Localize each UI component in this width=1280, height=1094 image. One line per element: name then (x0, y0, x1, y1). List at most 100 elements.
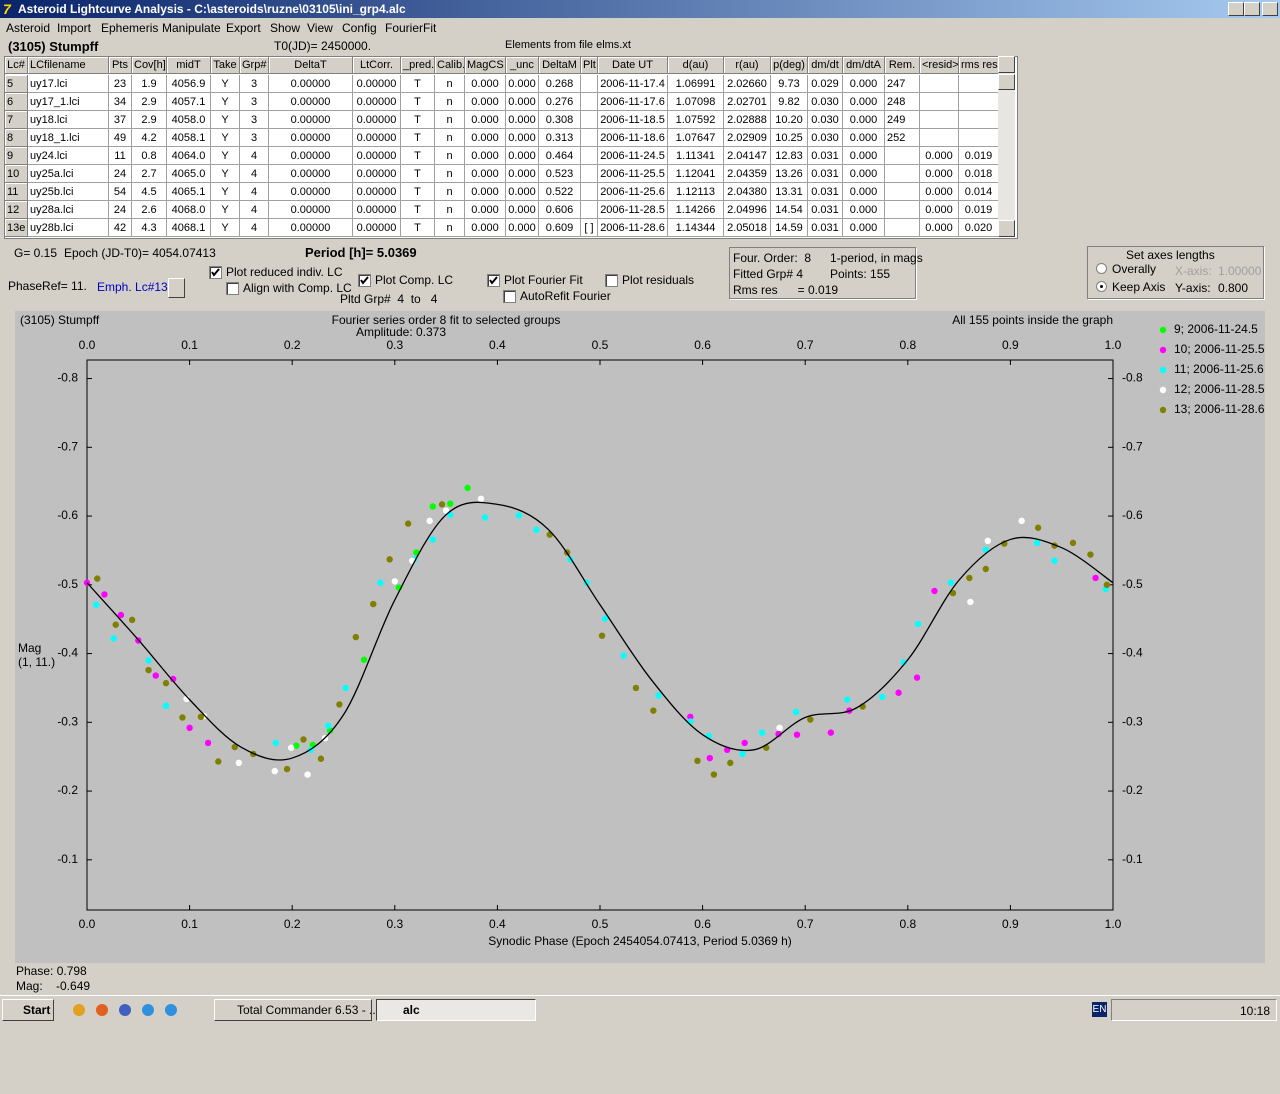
menu-item[interactable]: Config (342, 21, 377, 35)
scroll-thumb[interactable] (998, 74, 1015, 90)
table-cell: T (401, 201, 435, 219)
task-button[interactable]: Total Commander 6.53 - ... (214, 999, 379, 1021)
table-cell: n (435, 111, 465, 129)
column-header[interactable]: dm/dt (808, 57, 843, 74)
lightcurve-table[interactable]: Lc# LCfilename Pts Cov[h] midT Take Grp# DeltaT… (4, 56, 1018, 239)
ql-icon[interactable] (73, 1004, 85, 1016)
menu-item[interactable]: Export (226, 21, 261, 35)
column-header[interactable]: Date UT (598, 57, 668, 74)
radio-button[interactable] (1096, 281, 1107, 292)
column-header[interactable]: d(au) (668, 57, 724, 74)
table-cell: 0.00000 (353, 183, 401, 201)
column-header[interactable]: Cov[h] (132, 57, 167, 74)
emph-lc: Emph. Lc#13: (97, 280, 172, 294)
table-cell: 1.07647 (668, 129, 724, 147)
menu-item[interactable]: FourierFit (385, 21, 437, 35)
column-header[interactable]: midT (167, 57, 211, 74)
data-point (117, 611, 125, 619)
column-header[interactable]: Grp# (240, 57, 269, 74)
table-cell: 0.00000 (353, 75, 401, 93)
checkbox[interactable] (605, 274, 618, 287)
column-header[interactable]: r(au) (724, 57, 771, 74)
menu-item[interactable]: View (307, 21, 333, 35)
column-header[interactable]: _unc (506, 57, 539, 74)
column-header[interactable]: Rem. (885, 57, 920, 74)
table-cell: 4 (240, 183, 269, 201)
menu-item[interactable]: Ephemeris (101, 21, 159, 35)
ql-icon[interactable] (142, 1004, 154, 1016)
menu-item[interactable]: Asteroid (6, 21, 51, 35)
scroll-down[interactable] (998, 220, 1015, 237)
table-cell (920, 93, 959, 111)
checkbox[interactable] (358, 274, 371, 287)
column-header[interactable]: Take (211, 57, 240, 74)
column-header[interactable]: _pred. (401, 57, 435, 74)
minimize-button[interactable] (1228, 2, 1244, 16)
period: Period [h]= 5.0369 (305, 245, 417, 260)
data-point (900, 659, 907, 666)
column-header[interactable]: LtCorr. (353, 57, 401, 74)
column-header[interactable]: <resid> (920, 57, 959, 74)
table-cell (581, 111, 598, 129)
scroll-up[interactable] (998, 56, 1015, 73)
task-button-active[interactable]: alc (376, 999, 536, 1021)
language[interactable]: EN (1092, 1002, 1107, 1017)
row-header[interactable]: 11 (5, 183, 28, 201)
start-button[interactable]: Start (2, 999, 54, 1021)
row-header[interactable]: 13e (5, 219, 28, 237)
ql-icon[interactable] (165, 1004, 177, 1016)
data-point (324, 722, 332, 729)
ql-icon[interactable] (96, 1004, 108, 1016)
data-point (145, 657, 152, 664)
row-header[interactable]: 7 (5, 111, 28, 129)
table-cell: 0.00000 (269, 201, 353, 219)
table-cell: 0.00000 (269, 165, 353, 183)
row-header[interactable]: 6 (5, 93, 28, 111)
table-cell: 0.018 (959, 165, 999, 183)
points-count: Points: 155 (830, 267, 891, 281)
data-point (169, 675, 177, 683)
x-tick-label: 0.2 (284, 917, 301, 931)
checkbox-label: Align with Comp. LC (243, 281, 352, 295)
fourier-mode: 1-period, in mags (830, 251, 923, 265)
row-header[interactable]: 10 (5, 165, 28, 183)
menu-item[interactable]: Show (270, 21, 301, 35)
checkbox[interactable] (487, 274, 500, 287)
data-point (101, 591, 108, 598)
column-header[interactable]: dm/dtA (843, 57, 885, 74)
row-header[interactable]: 9 (5, 147, 28, 165)
table-cell: 0.00000 (353, 111, 401, 129)
data-point (152, 672, 159, 679)
row-header[interactable]: 5 (5, 75, 28, 93)
legend-label: 13; 2006-11-28.6 (1174, 402, 1265, 416)
checkbox[interactable] (226, 282, 239, 295)
data-point (391, 578, 398, 585)
column-header[interactable]: LCfilename (28, 57, 109, 74)
radio-button[interactable] (1096, 263, 1107, 274)
column-header[interactable]: Calib. (435, 57, 465, 74)
row-header[interactable]: 8 (5, 129, 28, 147)
column-header[interactable]: Lc# (5, 57, 28, 74)
row-header[interactable]: 12 (5, 201, 28, 219)
column-header[interactable]: DeltaT (269, 57, 353, 74)
column-header[interactable]: p(deg) (771, 57, 808, 74)
scrollbar[interactable] (998, 56, 1015, 237)
menu-item[interactable]: Manipulate (162, 21, 221, 35)
column-header[interactable]: Plt (581, 57, 598, 74)
checkbox[interactable] (209, 266, 222, 279)
spin-button[interactable] (168, 278, 185, 298)
table-cell: 2006-11-25.5 (598, 165, 668, 183)
checkbox[interactable] (503, 290, 516, 303)
column-header[interactable]: MagCS (465, 57, 506, 74)
column-header[interactable]: Pts (109, 57, 132, 74)
maximize-button[interactable] (1244, 2, 1260, 16)
column-header[interactable]: DeltaM (539, 57, 581, 74)
data-point (727, 759, 734, 767)
column-header[interactable]: rms res (959, 57, 999, 74)
close-button[interactable] (1262, 2, 1278, 16)
data-point (477, 495, 485, 503)
y-tick-label: -0.3 (57, 714, 78, 728)
table-cell: 0.268 (539, 75, 581, 93)
ql-icon[interactable] (119, 1004, 131, 1016)
menu-item[interactable]: Import (57, 21, 92, 35)
